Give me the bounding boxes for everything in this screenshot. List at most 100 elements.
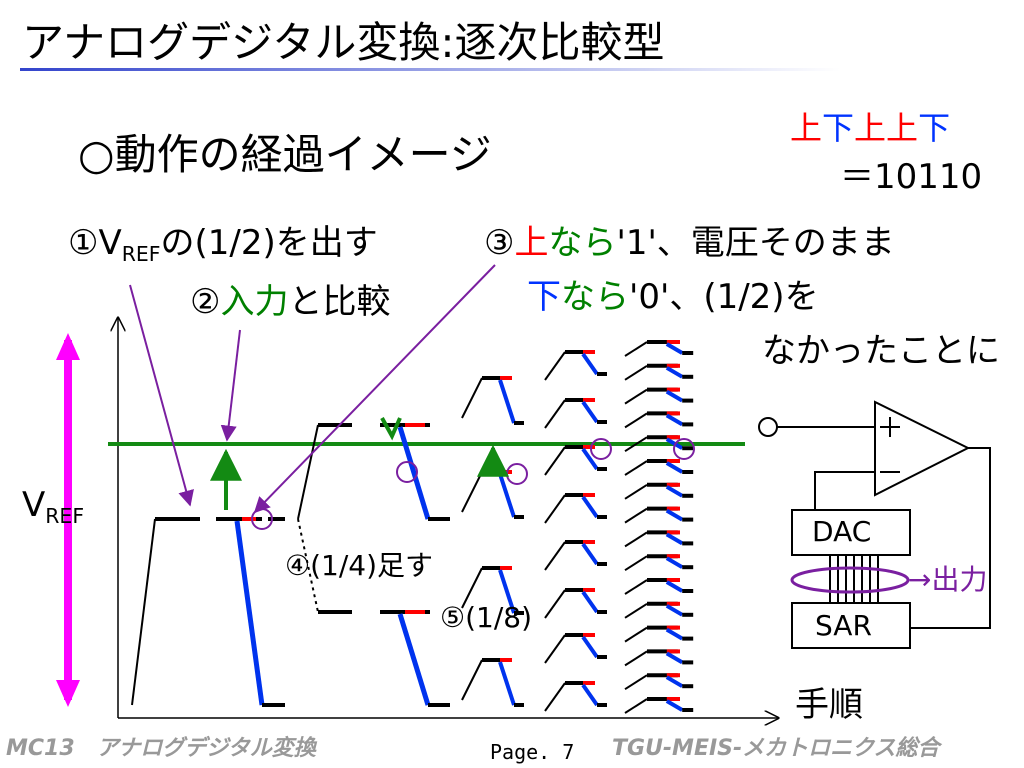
step-segment [665, 580, 684, 593]
step-segment [665, 342, 684, 355]
step-segment [624, 341, 648, 357]
step-segment [665, 366, 684, 379]
result-bits: 上下上上下 [790, 112, 950, 144]
dac-label: DAC [812, 515, 872, 548]
step3: ③上なら'1'、電圧そのまま [484, 226, 895, 260]
footer-left: MC13 アナログデジタル変換 [6, 736, 316, 761]
step-segment [665, 413, 684, 427]
bit: 上 [790, 109, 823, 147]
subtitle: ○動作の経過イメージ [78, 130, 492, 179]
y-axis-label: VREF [22, 488, 84, 527]
text: ③ [484, 223, 515, 263]
staircase [131, 340, 694, 714]
result-code: ＝10110 [840, 157, 983, 197]
step-segment [581, 542, 599, 566]
title: アナログデジタル変換:逐次比較型 [22, 18, 665, 67]
marker-circles [251, 438, 695, 530]
step-segment [461, 377, 483, 419]
step-segment [624, 698, 648, 714]
step-segment [624, 626, 648, 643]
step-segment [624, 460, 648, 476]
text: V [22, 485, 46, 525]
step-segment [665, 699, 684, 712]
step-segment [624, 650, 648, 667]
step-segment [461, 567, 483, 609]
sar-label: SAR [815, 609, 872, 642]
bit: 上 [854, 109, 887, 147]
step5: ⑤(1/8) [440, 601, 533, 634]
text: 入力 [220, 282, 289, 322]
compare-arrows [210, 417, 509, 510]
step-segment [544, 351, 566, 381]
step-segment [624, 507, 648, 524]
step-segment [624, 412, 648, 429]
step-segment [624, 555, 648, 572]
step-segment [544, 634, 566, 664]
step-segment [498, 379, 516, 424]
title-underline [20, 68, 840, 71]
step-segment [624, 388, 648, 405]
footer-right: TGU-MEIS-メカトロニクス総合 [612, 736, 940, 761]
bit: 上 [886, 109, 919, 147]
step-segment [544, 399, 566, 429]
text: 下 [527, 277, 561, 317]
step-segment [665, 508, 684, 522]
step-segment [624, 602, 648, 619]
step-segment [581, 635, 599, 659]
bit: 下 [822, 109, 855, 147]
text: REF [121, 242, 161, 267]
x-axis-label: 手順 [795, 685, 863, 725]
step-segment [624, 531, 648, 548]
step-segment [624, 674, 648, 691]
step-segment [665, 461, 684, 474]
footer-page: Page. 7 [490, 740, 575, 764]
step-segment [581, 683, 599, 707]
step-segment [665, 556, 684, 569]
text: の(1/2)を出す [160, 223, 378, 263]
step-segment [544, 541, 566, 571]
step-segment [498, 569, 516, 614]
step-segment [665, 389, 684, 403]
bit: 下 [918, 109, 951, 147]
step3-down-2: なかったことに [762, 331, 1000, 371]
step-segment [581, 590, 599, 614]
step-segment [665, 604, 684, 617]
step3-down: 下なら'0'、(1/2)を [527, 280, 819, 314]
text: と比較 [288, 282, 391, 322]
text: なら [561, 277, 629, 317]
step-segment [581, 400, 599, 424]
step2: ②入力と比較 [190, 285, 390, 319]
step-segment [544, 494, 566, 524]
step-segment [498, 473, 516, 518]
step-segment [581, 447, 599, 471]
text: '0'、(1/2)を [629, 277, 819, 317]
text: REF [45, 504, 85, 529]
text: '1'、電圧そのまま [616, 223, 895, 263]
step-segment [544, 682, 566, 712]
step-segment [461, 471, 483, 513]
step-segment [665, 651, 684, 665]
step-segment [544, 589, 566, 619]
circuit [758, 400, 991, 649]
step-segment [544, 446, 566, 476]
step-segment [498, 661, 516, 706]
step-segment [624, 579, 648, 595]
step-segment [665, 532, 684, 546]
step-segment [624, 436, 648, 453]
output-label: →出力 [908, 563, 988, 596]
step-segment [624, 483, 648, 500]
step-segment [581, 495, 599, 519]
step-segment [665, 675, 684, 688]
text: ①V [68, 223, 122, 263]
step-segment [581, 352, 599, 376]
step-segment [461, 659, 483, 701]
step4: ④(1/4)足す [285, 549, 434, 582]
step-segment [624, 364, 648, 381]
step1: ①VREFの(1/2)を出す [68, 226, 378, 265]
text: ② [190, 282, 221, 322]
text: なら [548, 223, 617, 263]
step-segment [665, 485, 684, 498]
callout-arrows [129, 264, 496, 514]
